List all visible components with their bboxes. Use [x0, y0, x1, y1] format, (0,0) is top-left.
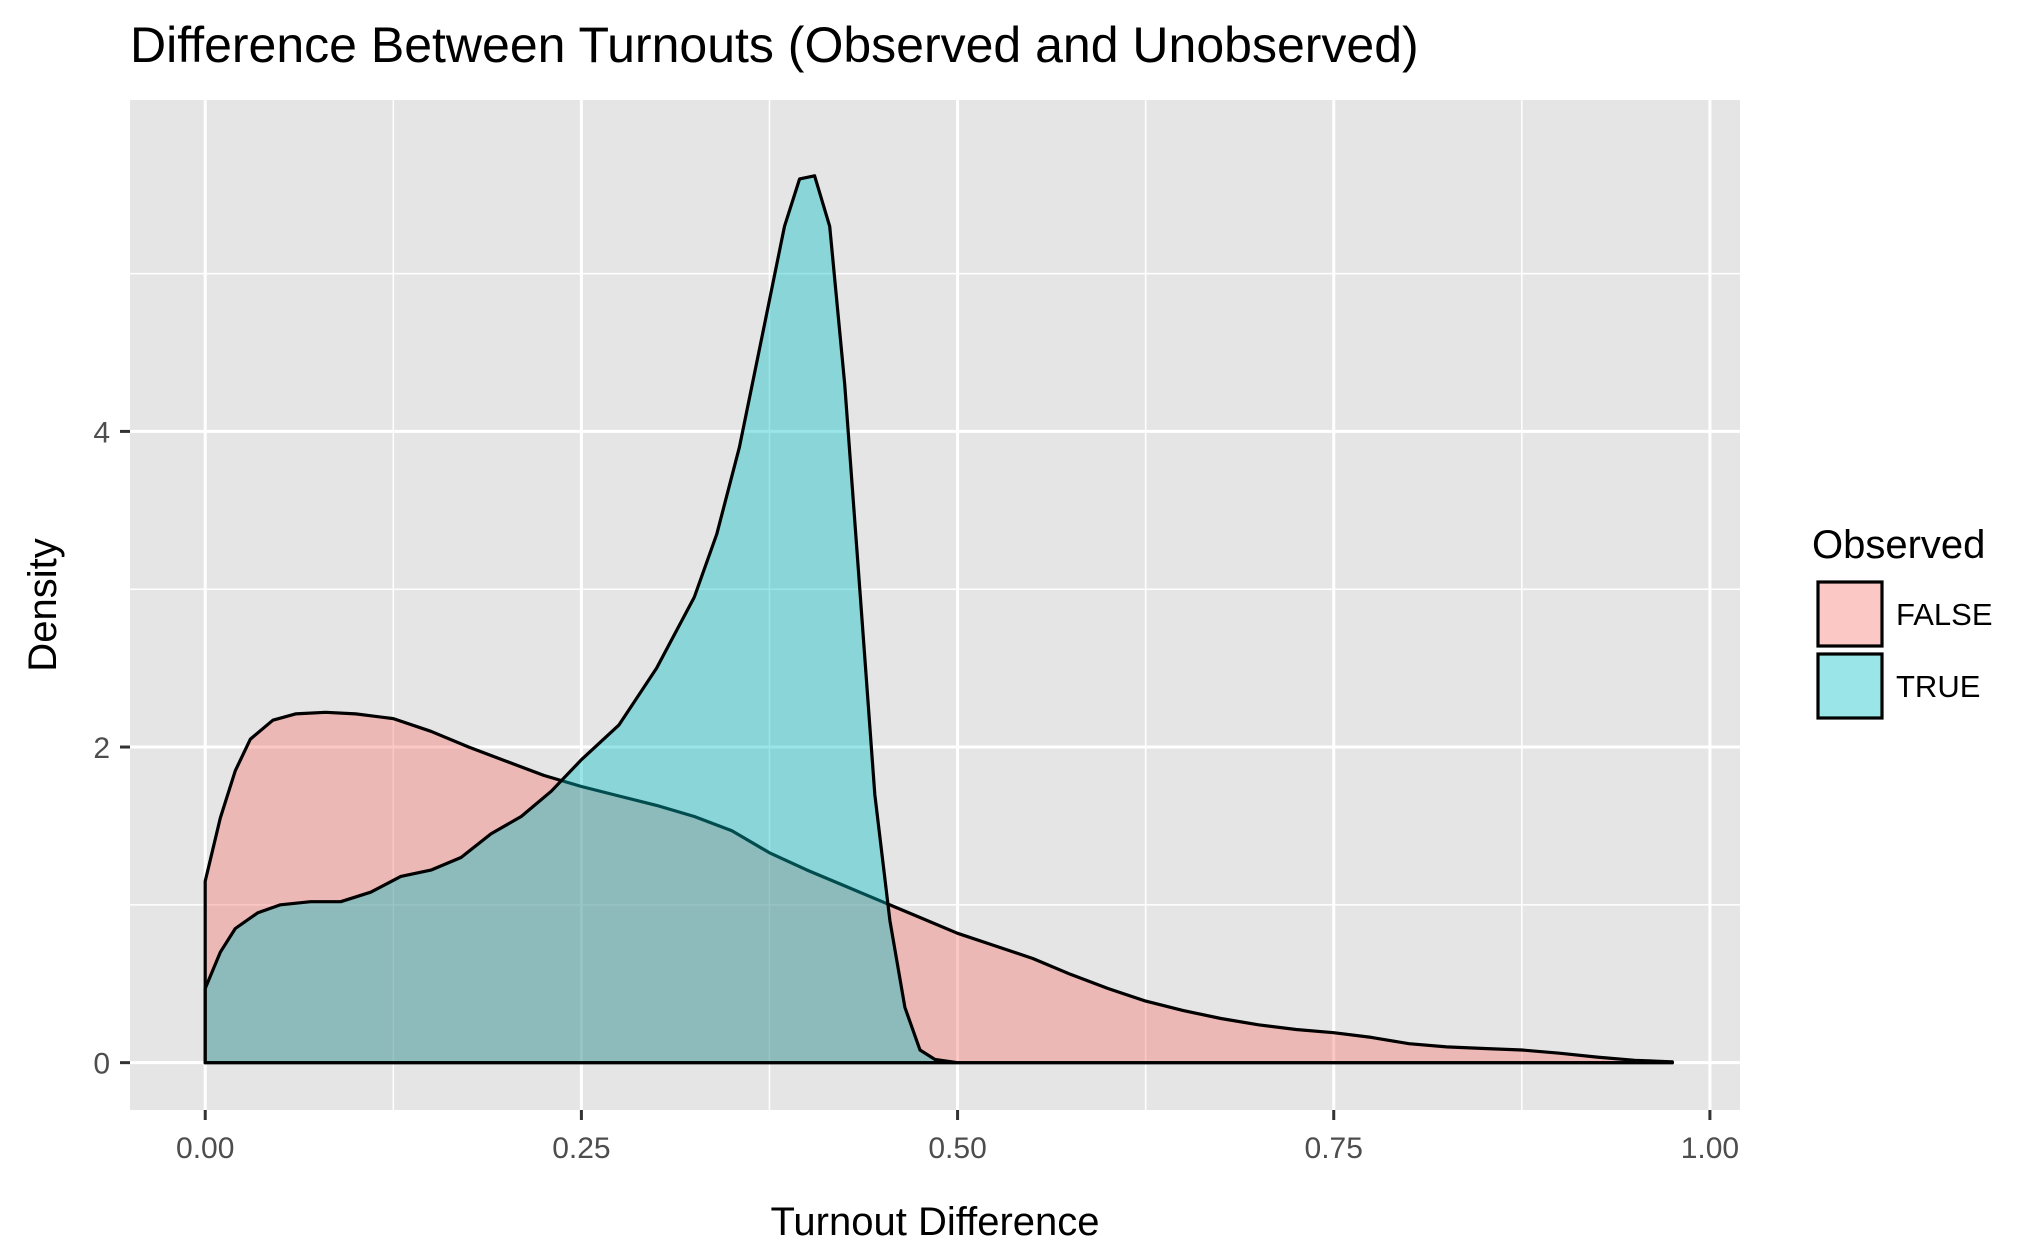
x-tick-label: 1.00	[1681, 1132, 1739, 1165]
plot-panel	[130, 100, 1740, 1110]
legend-key-false	[1816, 580, 1884, 648]
axes: 0.00 0.25 0.50 0.75 1.00 0 2 4	[93, 416, 1739, 1165]
legend: Observed FALSE TRUE	[1812, 523, 1993, 720]
x-tick-label: 0.25	[552, 1132, 610, 1165]
x-tick-label: 0.00	[176, 1132, 234, 1165]
x-axis-title: Turnout Difference	[770, 1200, 1099, 1244]
y-tick-label: 2	[93, 732, 110, 765]
legend-label-true: TRUE	[1896, 669, 1980, 704]
y-tick-label: 0	[93, 1048, 110, 1081]
x-tick-label: 0.50	[928, 1132, 986, 1165]
legend-key-bg	[1816, 580, 1884, 648]
density-area-false	[203, 710, 1674, 1065]
density-areas	[203, 174, 1674, 1065]
legend-title: Observed	[1812, 523, 1985, 567]
x-tick-label: 0.75	[1305, 1132, 1363, 1165]
chart-title: Difference Between Turnouts (Observed an…	[130, 17, 1419, 73]
y-tick-label: 4	[93, 416, 110, 449]
legend-key-bg	[1816, 652, 1884, 720]
legend-key-true	[1816, 652, 1884, 720]
y-axis-title: Density	[21, 538, 65, 671]
grid-lines	[130, 100, 1740, 1110]
legend-label-false: FALSE	[1896, 597, 1993, 632]
density-area-true	[203, 174, 1674, 1065]
